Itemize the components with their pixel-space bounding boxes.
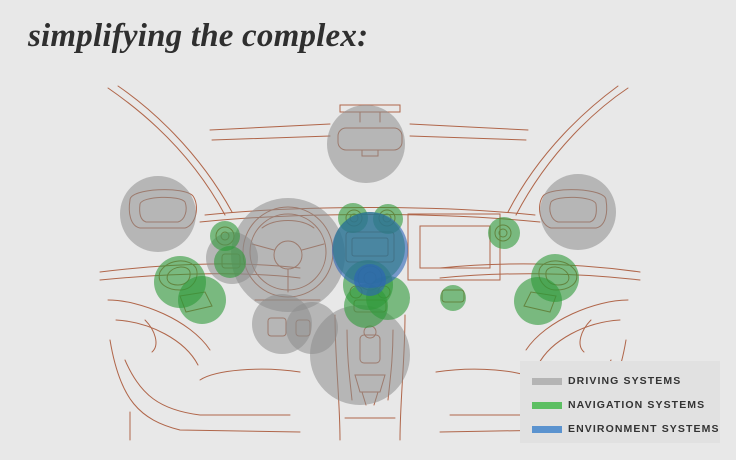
env-bubble-climate-dial (354, 264, 386, 296)
driving-bubble-steering-wheel (231, 198, 345, 312)
navigation-swatch (532, 401, 562, 409)
nav-bubble-right-vent (488, 217, 520, 249)
driving-swatch (532, 377, 562, 385)
environment-systems-bubbles (332, 212, 408, 296)
legend-label: NAVIGATION SYSTEMS (568, 399, 706, 411)
nav-bubble-right-button (440, 285, 466, 311)
legend-label: DRIVING SYSTEMS (568, 375, 682, 387)
nav-bubble-right-door-2 (514, 277, 562, 325)
env-bubble-climate-screen (332, 212, 408, 288)
nav-bubble-left-vent (210, 221, 240, 251)
driving-bubble-rearview-mirror (327, 105, 405, 183)
legend-label: ENVIRONMENT SYSTEMS (568, 423, 720, 435)
legend-item-environment: ENVIRONMENT SYSTEMS (532, 422, 720, 436)
legend-item-driving: DRIVING SYSTEMS (532, 374, 681, 388)
driving-bubble-gear-shifter (310, 305, 410, 405)
nav-bubble-left-door-2 (178, 276, 226, 324)
nav-bubble-center-lower-2 (344, 284, 388, 328)
driving-systems-bubbles (120, 105, 616, 405)
driving-bubble-left-mirror (120, 176, 196, 252)
legend: DRIVING SYSTEMS NAVIGATION SYSTEMS ENVIR… (520, 361, 720, 443)
page-title: simplifying the complex: (28, 18, 369, 54)
nav-bubble-left-control (214, 246, 246, 278)
driving-bubble-right-mirror (540, 174, 616, 250)
legend-item-navigation: NAVIGATION SYSTEMS (532, 398, 705, 412)
environment-swatch (532, 425, 562, 433)
